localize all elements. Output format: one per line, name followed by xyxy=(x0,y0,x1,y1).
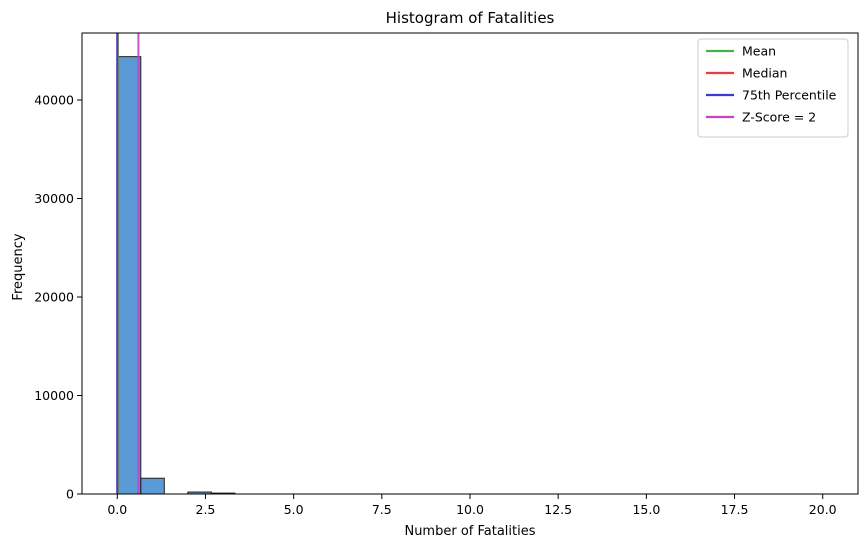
y-tick-label: 30000 xyxy=(34,191,74,206)
bars-group xyxy=(116,56,236,495)
x-tick-label: 15.0 xyxy=(632,502,660,517)
vlines-group xyxy=(116,33,140,494)
x-tick-label: 10.0 xyxy=(456,502,484,517)
legend-label: Median xyxy=(742,66,787,81)
y-tick-label: 0 xyxy=(66,487,74,502)
x-tick-label: 0.0 xyxy=(107,502,127,517)
x-tick-label: 20.0 xyxy=(809,502,837,517)
x-tick-label: 5.0 xyxy=(284,502,304,517)
legend-box xyxy=(697,38,849,138)
legend: Mean Median 75th Percentile Z-Score = 2 xyxy=(697,38,849,138)
x-tick-label: 7.5 xyxy=(372,502,392,517)
y-tick-label: 40000 xyxy=(34,92,74,107)
x-axis-label: Number of Fatalities xyxy=(404,524,535,539)
x-tick-label: 17.5 xyxy=(721,502,749,517)
x-tick-label: 12.5 xyxy=(544,502,572,517)
legend-label: Mean xyxy=(742,44,776,59)
y-axis-ticks: 0 10000 20000 30000 40000 xyxy=(34,92,82,502)
y-axis-label: Frequency xyxy=(11,233,26,300)
y-tick-label: 20000 xyxy=(34,289,74,304)
legend-label: Z-Score = 2 xyxy=(742,110,816,125)
y-tick-label: 10000 xyxy=(34,388,74,403)
legend-label: 75th Percentile xyxy=(742,88,837,103)
histogram-bar xyxy=(116,56,142,495)
x-axis-ticks: 0.0 2.5 5.0 7.5 10.0 12.5 15.0 17.5 20.0 xyxy=(107,494,837,517)
chart-title: Histogram of Fatalities xyxy=(386,9,555,27)
histogram-bar xyxy=(140,477,165,495)
x-tick-label: 2.5 xyxy=(196,502,216,517)
